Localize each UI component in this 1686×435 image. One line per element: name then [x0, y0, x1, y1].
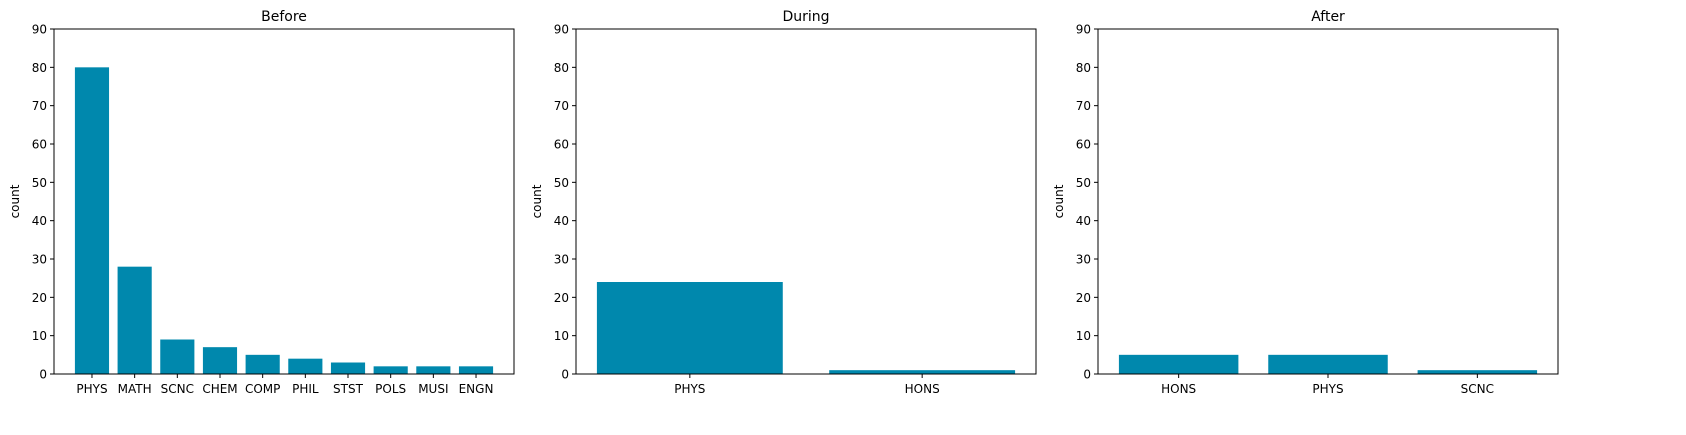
- x-tick-label: MATH: [118, 382, 152, 396]
- y-tick-label: 90: [32, 23, 47, 37]
- y-tick-label: 60: [32, 138, 47, 152]
- y-tick-label: 20: [32, 291, 47, 305]
- y-tick-label: 0: [561, 368, 569, 382]
- bar-phys: [1268, 354, 1388, 374]
- x-tick-label: COMP: [245, 382, 280, 396]
- x-tick-label: PHYS: [674, 382, 705, 396]
- y-tick-label: 20: [554, 291, 569, 305]
- y-tick-label: 80: [32, 61, 47, 75]
- x-tick-label: HONS: [905, 382, 940, 396]
- x-tick-label: PHYS: [76, 382, 107, 396]
- y-tick-label: 0: [39, 368, 47, 382]
- x-tick-label: SCNC: [1461, 382, 1494, 396]
- chart-panel-0: PHYS MATH SCNC CHEM COMP PHIL STST POLS MUSI ENGN…: [8, 9, 515, 396]
- bar-stst: [330, 362, 366, 374]
- chart-title: During: [782, 9, 829, 25]
- y-tick-label: 30: [1076, 253, 1091, 267]
- x-tick-label: STST: [333, 382, 364, 396]
- chart-panel-2: HONS PHYS SCNC 0 10 20 30 40 50 60 70 80 90 After coun…: [1052, 9, 1559, 396]
- bar-scnc: [160, 339, 195, 374]
- y-tick-label: 60: [1076, 138, 1091, 152]
- y-tick-label: 40: [32, 214, 47, 228]
- y-axis-label: count: [8, 184, 22, 218]
- plot-frame: [1097, 28, 1559, 375]
- bar-chem: [202, 347, 238, 374]
- y-tick-label: 70: [1076, 99, 1091, 113]
- y-tick-label: 50: [554, 176, 569, 190]
- y-tick-label: 60: [554, 138, 569, 152]
- bar-phys: [596, 282, 783, 374]
- x-tick-label: PHIL: [292, 382, 319, 396]
- y-tick-label: 50: [1076, 176, 1091, 190]
- y-tick-label: 80: [1076, 61, 1091, 75]
- y-tick-label: 10: [1076, 329, 1091, 343]
- y-tick-label: 70: [554, 99, 569, 113]
- bar-engn: [458, 366, 494, 374]
- y-tick-label: 10: [32, 329, 47, 343]
- x-tick-label: CHEM: [202, 382, 237, 396]
- bar-pols: [373, 366, 408, 374]
- bar-hons: [829, 370, 1016, 374]
- plot-frame: [53, 28, 515, 375]
- x-tick-label: PHYS: [1312, 382, 1343, 396]
- x-tick-label: MUSI: [418, 382, 448, 396]
- bar-scnc: [1417, 370, 1538, 374]
- bar-phys: [74, 67, 110, 374]
- y-tick-label: 90: [1076, 23, 1091, 37]
- y-tick-label: 20: [1076, 291, 1091, 305]
- bar-phil: [288, 358, 323, 374]
- y-axis-label: count: [530, 184, 544, 218]
- y-tick-label: 40: [554, 214, 569, 228]
- y-tick-label: 30: [32, 253, 47, 267]
- y-tick-label: 50: [32, 176, 47, 190]
- chart-title: Before: [261, 9, 307, 25]
- y-axis-label: count: [1052, 184, 1066, 218]
- y-tick-label: 80: [554, 61, 569, 75]
- x-tick-label: HONS: [1161, 382, 1196, 396]
- bar-hons: [1118, 354, 1239, 374]
- chart-title: After: [1311, 9, 1345, 25]
- bar-comp: [245, 354, 280, 374]
- x-tick-label: POLS: [375, 382, 406, 396]
- y-tick-label: 90: [554, 23, 569, 37]
- y-tick-label: 30: [554, 253, 569, 267]
- y-tick-label: 70: [32, 99, 47, 113]
- x-tick-label: SCNC: [161, 382, 194, 396]
- y-tick-label: 0: [1083, 368, 1091, 382]
- y-tick-label: 40: [1076, 214, 1091, 228]
- bar-musi: [416, 366, 451, 374]
- bar-math: [117, 266, 152, 374]
- plot-frame: [575, 28, 1037, 375]
- y-tick-label: 10: [554, 329, 569, 343]
- x-tick-label: ENGN: [459, 382, 494, 396]
- chart-panel-1: PHYS HONS 0 10 20 30 40 50 60 70 80 90 During count: [530, 9, 1037, 396]
